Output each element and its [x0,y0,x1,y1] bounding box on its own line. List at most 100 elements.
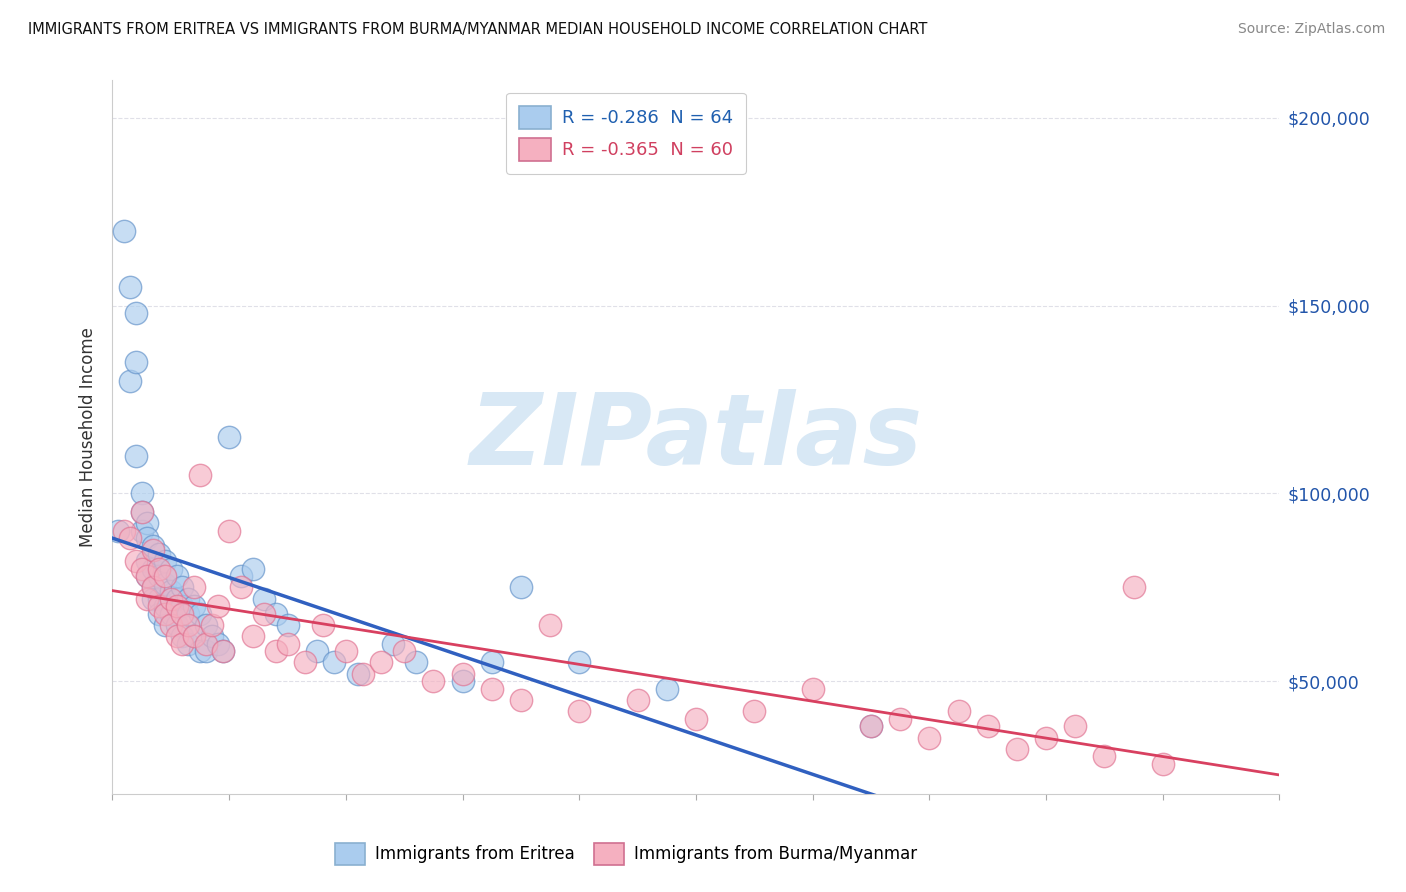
Point [194,618,217,632]
Point [131,486,153,500]
Point [1005,741,1028,756]
Point [212,644,235,658]
Point [125,355,148,369]
Point [394,644,416,658]
Point [253,591,276,606]
Point [125,554,148,568]
Point [172,629,194,643]
Point [148,547,170,561]
Point [451,666,474,681]
Point [352,666,374,681]
Point [1035,731,1057,745]
Point [335,644,357,658]
Point [1122,580,1144,594]
Point [568,704,591,718]
Point [218,524,240,538]
Point [194,644,217,658]
Point [212,644,235,658]
Point [166,569,188,583]
Point [153,618,176,632]
Point [685,712,707,726]
Point [136,554,159,568]
Point [118,532,141,546]
Point [860,719,883,733]
Point [125,306,148,320]
Point [136,516,159,531]
Point [323,656,346,670]
Point [160,618,183,632]
Point [118,374,141,388]
Point [177,618,200,632]
Point [177,591,200,606]
Point [107,524,129,538]
Point [405,656,427,670]
Point [153,576,176,591]
Point [153,554,176,568]
Point [166,599,188,613]
Point [112,524,135,538]
Point [131,505,153,519]
Point [976,719,998,733]
Point [1152,756,1174,771]
Point [509,580,531,594]
Point [153,607,176,621]
Point [264,607,287,621]
Point [153,599,176,613]
Point [229,580,252,594]
Point [889,712,911,726]
Point [188,644,211,658]
Point [194,637,217,651]
Point [207,637,229,651]
Point [160,607,183,621]
Point [148,569,170,583]
Point [370,656,392,670]
Point [918,731,941,745]
Point [183,629,205,643]
Point [242,629,264,643]
Text: IMMIGRANTS FROM ERITREA VS IMMIGRANTS FROM BURMA/MYANMAR MEDIAN HOUSEHOLD INCOME: IMMIGRANTS FROM ERITREA VS IMMIGRANTS FR… [28,22,928,37]
Point [166,618,188,632]
Point [627,693,650,707]
Point [655,681,678,696]
Point [177,637,200,651]
Point [346,666,368,681]
Point [142,580,165,594]
Point [218,430,240,444]
Point [166,591,188,606]
Point [112,223,135,237]
Point [131,561,153,575]
Point [142,539,165,553]
Point [538,618,561,632]
Point [177,607,200,621]
Point [801,681,824,696]
Point [142,561,165,575]
Point [568,656,591,670]
Point [742,704,765,718]
Point [481,656,503,670]
Point [242,561,264,575]
Point [264,644,287,658]
Point [1094,749,1116,764]
Point [481,681,503,696]
Point [207,599,229,613]
Point [172,607,194,621]
Point [183,629,205,643]
Point [948,704,970,718]
Point [276,618,298,632]
Point [131,505,153,519]
Text: Source: ZipAtlas.com: Source: ZipAtlas.com [1237,22,1385,37]
Point [229,569,252,583]
Point [142,580,165,594]
Point [276,637,298,651]
Point [860,719,883,733]
Point [131,524,153,538]
Point [509,693,531,707]
Point [118,280,141,294]
Point [160,584,183,599]
Point [201,629,224,643]
Point [294,656,316,670]
Point [160,591,183,606]
Point [136,532,159,546]
Point [1064,719,1087,733]
Point [125,449,148,463]
